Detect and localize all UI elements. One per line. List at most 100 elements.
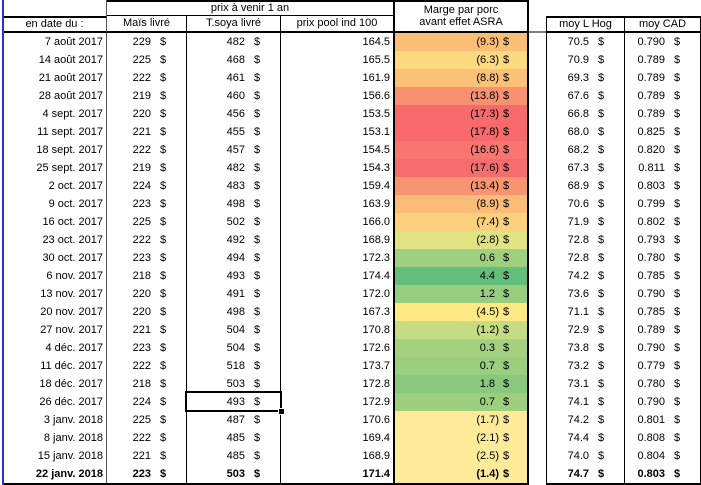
mais-price-cell[interactable]: 222 $ — [107, 141, 187, 159]
moy-lhog-cell[interactable]: 72.8 $ — [546, 231, 625, 249]
header-pool[interactable]: prix pool ind 100 — [281, 16, 395, 33]
moy-cad-cell[interactable]: 0.789 $ — [625, 69, 701, 87]
moy-cad-cell[interactable]: 0.793 $ — [625, 231, 701, 249]
soya-price-cell[interactable]: 461 $ — [187, 69, 281, 87]
margin-cell[interactable]: (17.6) $ — [395, 159, 529, 177]
date-cell[interactable]: 14 août 2017 — [3, 51, 107, 69]
header-prix-group[interactable]: prix à venir 1 an — [107, 0, 395, 16]
moy-cad-cell[interactable]: 0.789 $ — [625, 321, 701, 339]
soya-price-cell[interactable]: 494 $ — [187, 249, 281, 267]
mais-price-cell[interactable]: 219 $ — [107, 159, 187, 177]
pool-index-cell[interactable]: 173.7 — [281, 357, 395, 375]
margin-cell[interactable]: (6.3) $ — [395, 51, 529, 69]
moy-cad-cell[interactable]: 0.790 $ — [625, 339, 701, 357]
soya-price-cell[interactable]: 498 $ — [187, 303, 281, 321]
soya-price-cell[interactable]: 457 $ — [187, 141, 281, 159]
date-cell[interactable]: 11 déc. 2017 — [3, 357, 107, 375]
soya-price-cell[interactable]: 468 $ — [187, 51, 281, 69]
soya-price-cell[interactable]: 485 $ — [187, 429, 281, 447]
mais-price-cell[interactable]: 222 $ — [107, 429, 187, 447]
pool-index-cell[interactable]: 164.5 — [281, 33, 395, 51]
pool-index-cell[interactable]: 163.9 — [281, 195, 395, 213]
moy-cad-cell[interactable]: 0.811 $ — [625, 159, 701, 177]
mais-price-cell[interactable]: 225 $ — [107, 213, 187, 231]
date-cell[interactable]: 22 janv. 2018 — [3, 465, 107, 483]
date-cell[interactable]: 26 déc. 2017 — [3, 393, 107, 411]
mais-price-cell[interactable]: 219 $ — [107, 87, 187, 105]
moy-lhog-cell[interactable]: 69.3 $ — [546, 69, 625, 87]
selected-cell-outline[interactable] — [185, 391, 284, 414]
soya-price-cell[interactable]: 503 $ — [187, 375, 281, 393]
moy-lhog-cell[interactable]: 72.8 $ — [546, 249, 625, 267]
moy-cad-cell[interactable]: 0.820 $ — [625, 141, 701, 159]
date-cell[interactable]: 4 déc. 2017 — [3, 339, 107, 357]
pool-index-cell[interactable]: 167.3 — [281, 303, 395, 321]
mais-price-cell[interactable]: 221 $ — [107, 123, 187, 141]
date-cell[interactable]: 21 août 2017 — [3, 69, 107, 87]
moy-cad-cell[interactable]: 0.799 $ — [625, 195, 701, 213]
pool-index-cell[interactable]: 166.0 — [281, 213, 395, 231]
margin-cell[interactable]: (8.8) $ — [395, 69, 529, 87]
mais-price-cell[interactable]: 229 $ — [107, 33, 187, 51]
moy-lhog-cell[interactable]: 74.7 $ — [546, 465, 625, 483]
moy-lhog-cell[interactable]: 70.9 $ — [546, 51, 625, 69]
moy-lhog-cell[interactable]: 68.0 $ — [546, 123, 625, 141]
moy-cad-cell[interactable]: 0.808 $ — [625, 429, 701, 447]
date-cell[interactable]: 3 janv. 2018 — [3, 411, 107, 429]
soya-price-cell[interactable]: 498 $ — [187, 195, 281, 213]
margin-cell[interactable]: 0.3 $ — [395, 339, 529, 357]
moy-lhog-cell[interactable]: 73.1 $ — [546, 375, 625, 393]
soya-price-cell[interactable]: 456 $ — [187, 105, 281, 123]
mais-price-cell[interactable]: 224 $ — [107, 393, 187, 411]
date-cell[interactable]: 6 nov. 2017 — [3, 267, 107, 285]
soya-price-cell[interactable]: 518 $ — [187, 357, 281, 375]
margin-cell[interactable]: (16.6) $ — [395, 141, 529, 159]
mais-price-cell[interactable]: 223 $ — [107, 195, 187, 213]
margin-cell[interactable]: (4.5) $ — [395, 303, 529, 321]
margin-cell[interactable]: 0.7 $ — [395, 357, 529, 375]
moy-cad-cell[interactable]: 0.779 $ — [625, 357, 701, 375]
margin-cell[interactable]: 1.8 $ — [395, 375, 529, 393]
moy-lhog-cell[interactable]: 73.2 $ — [546, 357, 625, 375]
moy-cad-cell[interactable]: 0.825 $ — [625, 123, 701, 141]
moy-lhog-cell[interactable]: 73.8 $ — [546, 339, 625, 357]
mais-price-cell[interactable]: 225 $ — [107, 51, 187, 69]
pool-index-cell[interactable]: 154.3 — [281, 159, 395, 177]
moy-cad-cell[interactable]: 0.790 $ — [625, 393, 701, 411]
pool-index-cell[interactable]: 171.4 — [281, 465, 395, 483]
mais-price-cell[interactable]: 218 $ — [107, 267, 187, 285]
margin-cell[interactable]: (1.4) $ — [395, 465, 529, 483]
moy-cad-cell[interactable]: 0.803 $ — [625, 177, 701, 195]
moy-lhog-cell[interactable]: 71.9 $ — [546, 213, 625, 231]
margin-cell[interactable]: (2.1) $ — [395, 429, 529, 447]
soya-price-cell[interactable]: 493 $ — [187, 267, 281, 285]
moy-lhog-cell[interactable]: 74.0 $ — [546, 447, 625, 465]
mais-price-cell[interactable]: 222 $ — [107, 357, 187, 375]
pool-index-cell[interactable]: 170.8 — [281, 321, 395, 339]
margin-cell[interactable]: 0.6 $ — [395, 249, 529, 267]
mais-price-cell[interactable]: 221 $ — [107, 447, 187, 465]
pool-index-cell[interactable]: 170.6 — [281, 411, 395, 429]
moy-cad-cell[interactable]: 0.789 $ — [625, 105, 701, 123]
margin-cell[interactable]: (1.2) $ — [395, 321, 529, 339]
header-date[interactable]: en date du : — [3, 16, 107, 33]
margin-cell[interactable]: (1.7) $ — [395, 411, 529, 429]
margin-cell[interactable]: (13.4) $ — [395, 177, 529, 195]
date-cell[interactable]: 16 oct. 2017 — [3, 213, 107, 231]
header-marge-line1[interactable]: Marge par porc — [395, 0, 529, 16]
moy-cad-cell[interactable]: 0.803 $ — [625, 465, 701, 483]
date-cell[interactable]: 25 sept. 2017 — [3, 159, 107, 177]
date-cell[interactable]: 8 janv. 2018 — [3, 429, 107, 447]
margin-cell[interactable]: 0.7 $ — [395, 393, 529, 411]
header-mais[interactable]: Maïs livré — [107, 16, 187, 33]
soya-price-cell[interactable]: 502 $ — [187, 213, 281, 231]
moy-cad-cell[interactable]: 0.780 $ — [625, 249, 701, 267]
moy-lhog-cell[interactable]: 68.9 $ — [546, 177, 625, 195]
moy-cad-cell[interactable]: 0.785 $ — [625, 303, 701, 321]
soya-price-cell[interactable]: 504 $ — [187, 321, 281, 339]
soya-price-cell[interactable]: 487 $ — [187, 411, 281, 429]
pool-index-cell[interactable]: 174.4 — [281, 267, 395, 285]
header-marge-line2[interactable]: avant effet ASRA — [395, 16, 529, 33]
moy-lhog-cell[interactable]: 66.8 $ — [546, 105, 625, 123]
date-cell[interactable]: 18 déc. 2017 — [3, 375, 107, 393]
